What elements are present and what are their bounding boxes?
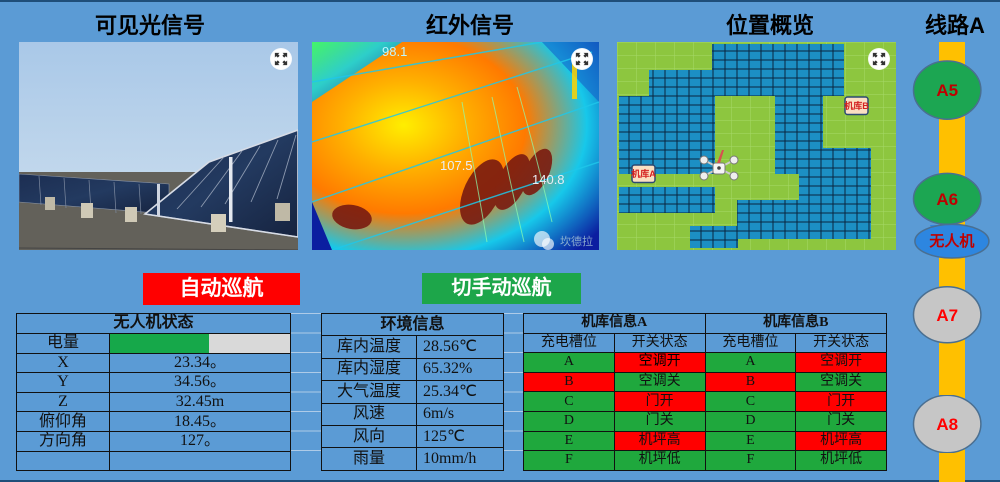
svg-text:140.8: 140.8 [532,172,565,187]
svg-text:机库B: 机库B [844,100,869,111]
svg-text:107.5: 107.5 [440,158,473,173]
svg-text:A5: A5 [936,81,958,100]
svg-text:A7: A7 [936,306,958,325]
svg-text:无人机: 无人机 [928,232,974,250]
svg-text:机库A: 机库A [631,168,656,179]
svg-text:A8: A8 [936,415,958,434]
svg-text:坎德拉: 坎德拉 [560,234,593,248]
svg-text:98.1: 98.1 [382,44,407,59]
svg-text:A6: A6 [936,190,958,209]
